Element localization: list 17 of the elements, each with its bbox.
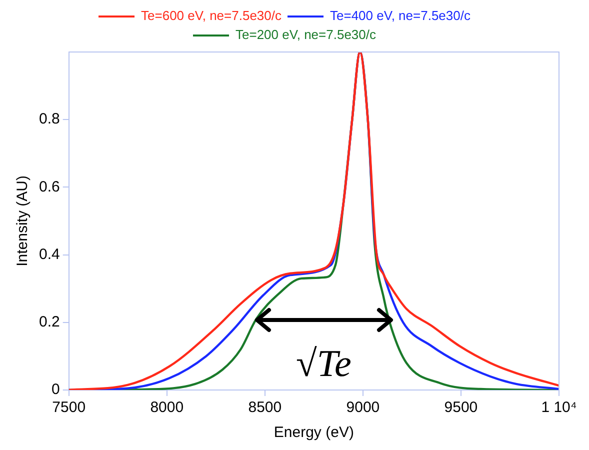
legend-label: Te=600 eV, ne=7.5e30/c <box>141 8 282 24</box>
y-tick-label: 0.4 <box>38 246 60 263</box>
y-tick-label: 0.2 <box>38 314 60 331</box>
x-tick-label: 8000 <box>150 399 184 416</box>
legend-label: Te=200 eV, ne=7.5e30/c <box>236 27 376 42</box>
x-tick-label: 9500 <box>444 399 478 416</box>
annotation: √Te <box>296 343 352 385</box>
x-tick-label: 1 10⁴ <box>541 399 577 416</box>
y-tick-label: 0.6 <box>38 178 60 196</box>
y-tick-label: 0 <box>52 381 60 398</box>
y-axis-title: Intensity (AU) <box>14 176 32 266</box>
y-tick-label: 0.8 <box>38 110 60 128</box>
x-tick-label: 7500 <box>52 399 86 416</box>
legend-label: Te=400 eV, ne=7.5e30/c <box>330 8 471 24</box>
x-tick-label: 9000 <box>346 399 380 416</box>
x-axis-title: Energy (eV) <box>274 424 354 442</box>
x-tick-label: 8500 <box>248 399 282 416</box>
